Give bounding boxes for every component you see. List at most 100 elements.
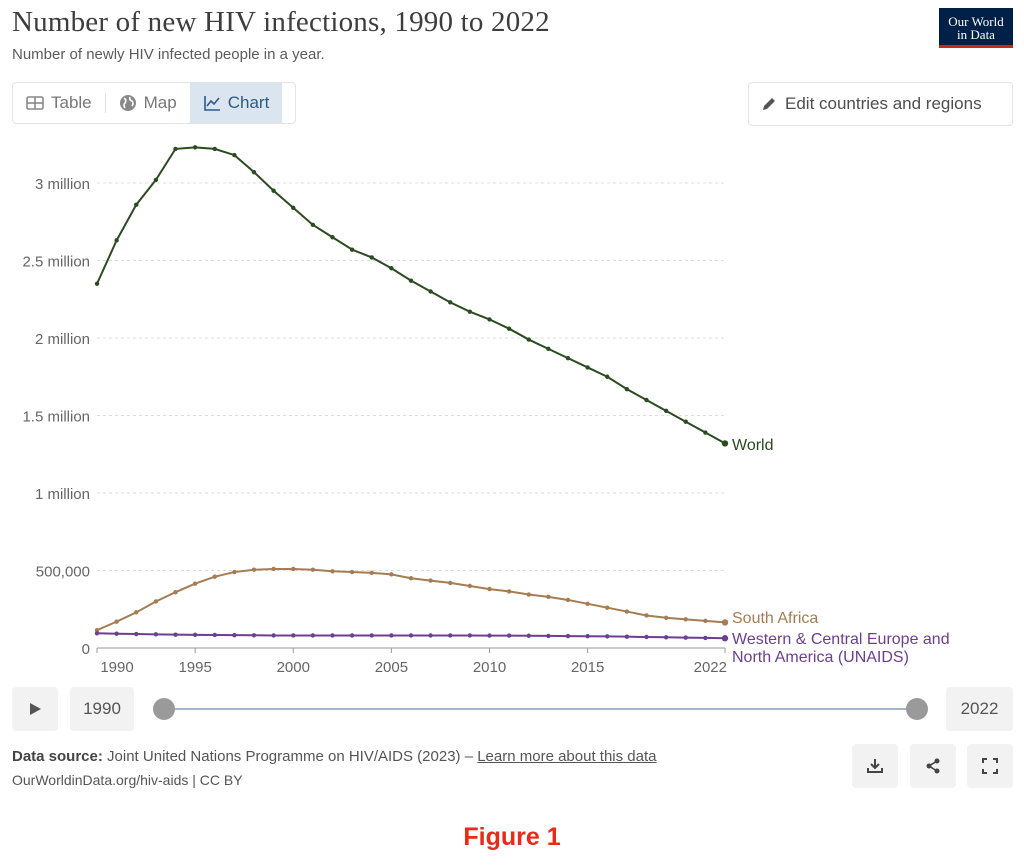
y-tick-label: 3 million (35, 176, 90, 193)
line-chart: 0 500,000 1 million 1.5 million 2 million 2.5… (22, 145, 950, 676)
learn-more-link[interactable]: Learn more about this data (477, 748, 657, 765)
data-point (173, 146, 178, 152)
data-point (114, 238, 119, 243)
data-point (251, 567, 257, 572)
data-point (526, 337, 531, 342)
y-tick-label: 1 million (35, 486, 90, 503)
data-point (605, 374, 610, 379)
data-point (369, 633, 374, 638)
data-point (212, 146, 217, 152)
start-year[interactable]: 1990 (70, 687, 134, 731)
data-point (683, 617, 688, 622)
data-point (134, 631, 139, 637)
y-tick-label: 0 (82, 641, 90, 658)
data-point (683, 635, 688, 640)
series-label-europe: North America (UNAIDS) (732, 649, 909, 666)
fullscreen-button[interactable] (967, 744, 1013, 788)
data-point (428, 578, 433, 583)
data-point (721, 619, 729, 626)
x-tick-label: 2015 (571, 659, 604, 676)
data-point (428, 289, 433, 294)
data-point (291, 205, 296, 210)
timeline-track[interactable] (164, 708, 918, 710)
data-point (389, 572, 394, 577)
tab-chart-label: Chart (227, 93, 270, 112)
tab-chart[interactable]: Chart (189, 83, 283, 123)
timeline-end-handle[interactable] (906, 698, 928, 720)
data-point (585, 601, 590, 607)
play-button[interactable] (12, 687, 58, 731)
data-point (153, 177, 159, 183)
data-point (506, 633, 512, 638)
data-point (703, 635, 708, 641)
data-point (94, 631, 100, 636)
end-year[interactable]: 2022 (946, 687, 1013, 731)
download-icon (867, 759, 883, 773)
share-button[interactable] (910, 744, 956, 788)
data-point (94, 281, 100, 286)
data-point (349, 633, 355, 638)
data-point (212, 574, 217, 579)
data-point (565, 597, 571, 603)
data-point (251, 169, 257, 175)
pencil-icon (763, 98, 775, 110)
data-point (448, 300, 453, 305)
data-point (624, 609, 630, 614)
data-point (467, 633, 473, 638)
edit-countries-label: Edit countries and regions (785, 94, 982, 113)
tab-map[interactable]: Map (106, 83, 190, 123)
x-tick-label: 1990 (100, 659, 133, 676)
data-point (467, 583, 473, 589)
data-source: Data source: Joint United Nations Progra… (12, 748, 657, 765)
series-label-south-africa: South Africa (732, 610, 818, 627)
data-point (94, 627, 100, 633)
tab-divider (104, 93, 106, 113)
chart-subtitle: Number of newly HIV infected people in a… (12, 46, 325, 63)
logo-line-1: Our World (948, 14, 1004, 29)
x-tick-label: 2005 (375, 659, 408, 676)
data-point (389, 266, 394, 271)
data-point (546, 594, 551, 600)
data-point (349, 569, 355, 575)
data-point (703, 618, 708, 624)
data-point (251, 633, 257, 638)
x-tick-label: 1995 (178, 659, 211, 676)
data-point (330, 569, 335, 574)
data-point (526, 592, 531, 597)
data-point (114, 631, 119, 636)
data-point (369, 570, 374, 576)
figure-caption: Figure 1 (463, 823, 561, 851)
data-point (408, 576, 414, 581)
data-point (683, 419, 688, 424)
tab-map-label: Map (143, 93, 177, 112)
data-point (153, 599, 159, 604)
x-tick-label: 2022 (694, 659, 727, 676)
data-point (310, 222, 316, 228)
data-point (232, 632, 237, 638)
source-label: Data source: (12, 748, 103, 765)
data-point (173, 590, 178, 595)
data-point (192, 581, 198, 586)
data-point (487, 586, 492, 592)
data-point (526, 633, 531, 638)
series-label-europe: Western & Central Europe and (732, 631, 950, 648)
data-point (232, 569, 237, 575)
source-url: OurWorldinData.org/hiv-aids | CC BY (12, 772, 243, 788)
series-line-world (96, 146, 726, 445)
data-point (291, 566, 296, 572)
data-point (330, 633, 335, 638)
data-point (721, 440, 729, 447)
data-point (448, 633, 453, 638)
download-button[interactable] (852, 744, 898, 788)
data-point (605, 605, 610, 610)
owid-logo[interactable]: Our World in Data (939, 8, 1013, 48)
edit-countries-button[interactable]: Edit countries and regions (748, 82, 1013, 126)
logo-line-2: in Data (957, 27, 995, 42)
data-point (212, 632, 217, 638)
data-point (487, 317, 492, 322)
data-point (467, 309, 473, 314)
y-tick-label: 500,000 (36, 564, 90, 581)
tab-table-label: Table (51, 93, 92, 112)
tab-table[interactable]: Table (13, 83, 105, 123)
timeline-start-handle[interactable] (153, 698, 175, 720)
